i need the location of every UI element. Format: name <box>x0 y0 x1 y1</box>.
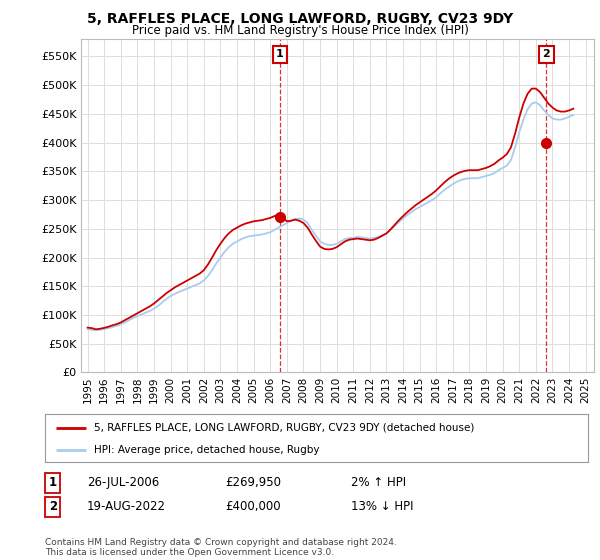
Text: Price paid vs. HM Land Registry's House Price Index (HPI): Price paid vs. HM Land Registry's House … <box>131 24 469 36</box>
Text: £400,000: £400,000 <box>225 500 281 514</box>
Text: 19-AUG-2022: 19-AUG-2022 <box>87 500 166 514</box>
Text: 26-JUL-2006: 26-JUL-2006 <box>87 476 159 489</box>
Text: £269,950: £269,950 <box>225 476 281 489</box>
Text: 1: 1 <box>276 49 284 59</box>
Text: HPI: Average price, detached house, Rugby: HPI: Average price, detached house, Rugb… <box>94 445 319 455</box>
Text: 1: 1 <box>49 476 57 489</box>
Text: 5, RAFFLES PLACE, LONG LAWFORD, RUGBY, CV23 9DY (detached house): 5, RAFFLES PLACE, LONG LAWFORD, RUGBY, C… <box>94 423 474 433</box>
Text: 13% ↓ HPI: 13% ↓ HPI <box>351 500 413 514</box>
Text: 2% ↑ HPI: 2% ↑ HPI <box>351 476 406 489</box>
Text: 2: 2 <box>542 49 550 59</box>
Text: Contains HM Land Registry data © Crown copyright and database right 2024.
This d: Contains HM Land Registry data © Crown c… <box>45 538 397 557</box>
Text: 2: 2 <box>49 500 57 514</box>
Text: 5, RAFFLES PLACE, LONG LAWFORD, RUGBY, CV23 9DY: 5, RAFFLES PLACE, LONG LAWFORD, RUGBY, C… <box>87 12 513 26</box>
